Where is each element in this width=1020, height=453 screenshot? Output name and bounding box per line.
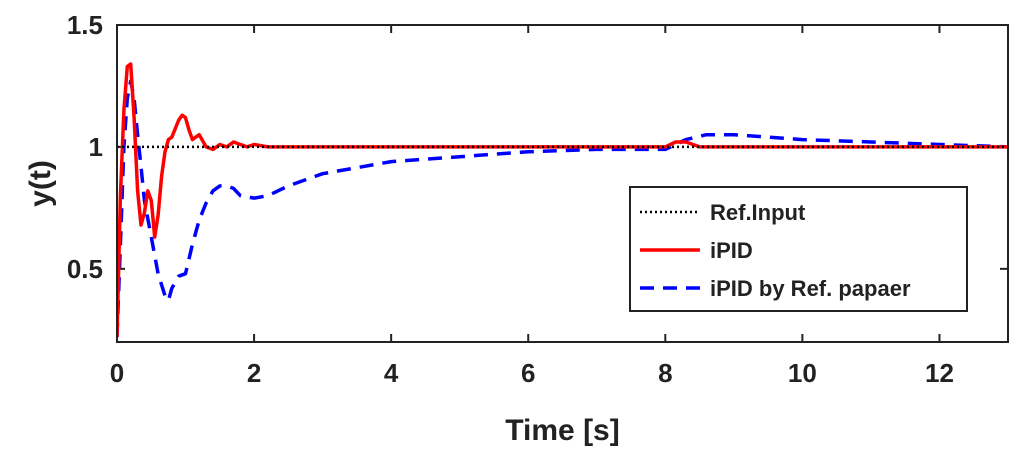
y-axis-title: y(t): [24, 160, 57, 207]
x-tick-label: 4: [384, 358, 399, 388]
x-tick-label: 6: [521, 358, 535, 388]
series-ipid: [117, 62, 1008, 338]
x-tick-label: 12: [925, 358, 954, 388]
legend-entry-ref-input: Ref.Input: [710, 200, 806, 225]
legend-entry-ipid: iPID: [710, 238, 753, 263]
series-layer: [117, 62, 1008, 338]
legend: Ref.Input iPID iPID by Ref. papaer: [629, 186, 968, 312]
x-tick-label: 10: [788, 358, 817, 388]
x-tick-label: 2: [247, 358, 261, 388]
series-ipid-ref-paper: [117, 79, 1008, 338]
plot-frame: [116, 24, 1009, 343]
x-tick-label: 0: [110, 358, 124, 388]
x-tick-label: 8: [658, 358, 672, 388]
tick-labels: 0 2 4 6 8 10 12 0.5 1 1.5: [67, 10, 954, 388]
y-tick-label: 1.5: [67, 10, 103, 40]
x-axis-title: Time [s]: [505, 414, 619, 447]
y-tick-label: 0.5: [67, 254, 103, 284]
legend-entry-ipid-ref-paper: iPID by Ref. papaer: [710, 276, 911, 301]
y-tick-label: 1: [89, 132, 103, 162]
